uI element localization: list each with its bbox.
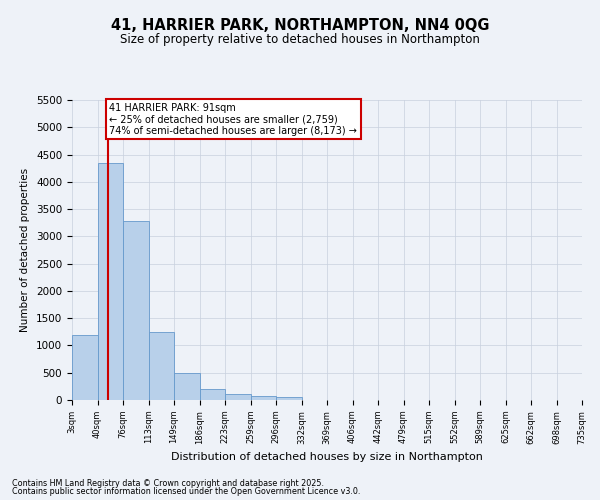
Text: 41, HARRIER PARK, NORTHAMPTON, NN4 0QG: 41, HARRIER PARK, NORTHAMPTON, NN4 0QG (111, 18, 489, 32)
Bar (276, 398, 302, 400)
Text: Contains HM Land Registry data © Crown copyright and database right 2025.: Contains HM Land Registry data © Crown c… (12, 478, 324, 488)
Bar (225, 394, 251, 400)
Bar (149, 332, 174, 400)
Bar (251, 396, 276, 400)
Bar (199, 389, 225, 400)
Bar (97, 162, 123, 400)
Bar (123, 221, 149, 400)
Text: 41 HARRIER PARK: 91sqm
← 25% of detached houses are smaller (2,759)
74% of semi-: 41 HARRIER PARK: 91sqm ← 25% of detached… (109, 102, 358, 136)
Bar (72, 334, 97, 400)
Text: Size of property relative to detached houses in Northampton: Size of property relative to detached ho… (120, 32, 480, 46)
Y-axis label: Number of detached properties: Number of detached properties (20, 168, 31, 332)
Text: Contains public sector information licensed under the Open Government Licence v3: Contains public sector information licen… (12, 487, 361, 496)
X-axis label: Distribution of detached houses by size in Northampton: Distribution of detached houses by size … (171, 452, 483, 462)
Bar (174, 372, 199, 400)
